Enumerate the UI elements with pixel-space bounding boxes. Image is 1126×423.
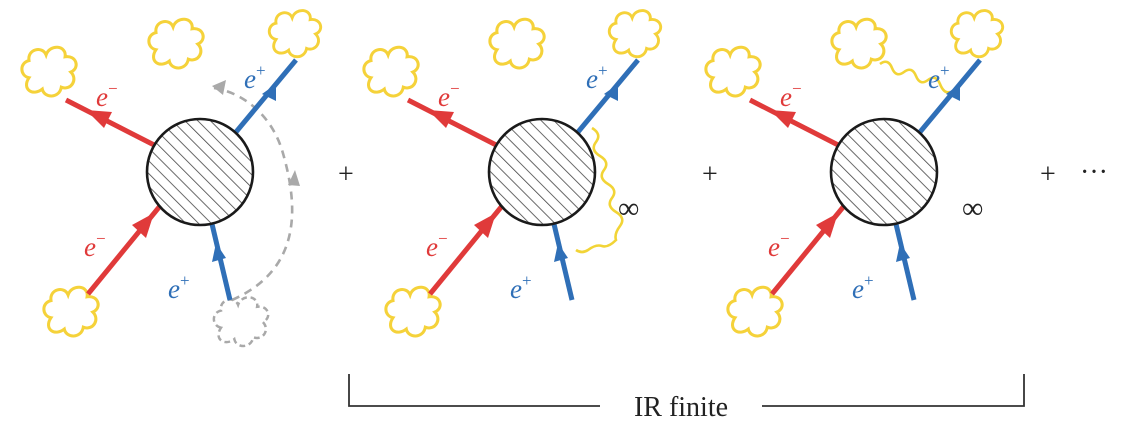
soft-photon-cloud-icon <box>267 9 323 59</box>
hatched-vertex-blob-icon <box>487 117 597 227</box>
plus-operator: + <box>1040 159 1056 190</box>
positron-arrow-icon <box>604 84 618 101</box>
electron-label: e− <box>768 229 790 262</box>
soft-photon-cloud-icon <box>20 45 78 98</box>
electron-arrow-icon <box>474 213 496 238</box>
positron-in-line <box>893 223 917 301</box>
soft-photon-cloud-icon <box>362 45 420 98</box>
electron-label: e− <box>780 79 802 112</box>
positron-arrow-icon <box>554 243 568 262</box>
panel-1: e− e− e+ e+ <box>20 9 323 348</box>
virtual-photon-line <box>575 126 624 254</box>
positron-label: e+ <box>244 61 266 94</box>
electron-label: e− <box>96 79 118 112</box>
bracket-label: IR finite <box>634 392 728 418</box>
positron-arrow-icon <box>212 243 226 262</box>
positron-label: e+ <box>510 271 532 304</box>
positron-arrow-icon <box>262 84 276 101</box>
positron-in-line <box>209 223 233 301</box>
bracket-left <box>348 374 600 407</box>
electron-arrow-icon <box>428 110 454 128</box>
soft-photon-cloud-icon <box>949 9 1005 59</box>
positron-label: e+ <box>852 271 874 304</box>
ghost-photon-path <box>213 86 294 302</box>
ghost-arrowhead-icon <box>288 170 300 186</box>
divergence-symbol: ∞ <box>618 192 639 225</box>
soft-photon-cloud-icon <box>488 17 546 70</box>
plus-operator: + <box>702 159 718 190</box>
electron-arrow-icon <box>132 213 154 238</box>
electron-label: e− <box>426 229 448 262</box>
positron-in-line <box>551 223 575 301</box>
electron-label: e− <box>84 229 106 262</box>
positron-label: e+ <box>928 61 950 94</box>
ghost-cloud-icon <box>212 296 270 348</box>
soft-photon-cloud-icon <box>607 9 663 59</box>
bracket-right <box>762 374 1025 407</box>
positron-label: e+ <box>168 271 190 304</box>
electron-out-line <box>406 97 504 151</box>
ir-finite-bracket: IR finite <box>348 374 1025 423</box>
positron-arrow-icon <box>896 243 910 262</box>
divergence-symbol: ∞ <box>962 192 983 225</box>
ghost-arrowhead-icon <box>212 80 226 95</box>
real-photon-line <box>879 60 951 94</box>
soft-photon-cloud-icon <box>830 17 888 70</box>
electron-arrow-icon <box>770 110 796 128</box>
soft-photon-cloud-icon <box>147 17 205 70</box>
hatched-vertex-blob-icon <box>829 117 939 227</box>
positron-label: e+ <box>586 61 608 94</box>
electron-out-line <box>64 97 162 151</box>
panel-3: e− e− e+ e+ ∞ <box>704 9 1005 338</box>
ellipsis: ··· <box>1080 157 1108 188</box>
hatched-vertex-blob-icon <box>145 117 255 227</box>
electron-label: e− <box>438 79 460 112</box>
soft-photon-cloud-icon <box>704 45 762 98</box>
electron-arrow-icon <box>86 110 112 128</box>
plus-operator: + <box>338 159 354 190</box>
positron-arrow-icon <box>946 84 960 101</box>
electron-out-line <box>748 97 846 151</box>
electron-arrow-icon <box>816 213 838 238</box>
panel-2: e− e− e+ e+ ∞ <box>362 9 663 338</box>
